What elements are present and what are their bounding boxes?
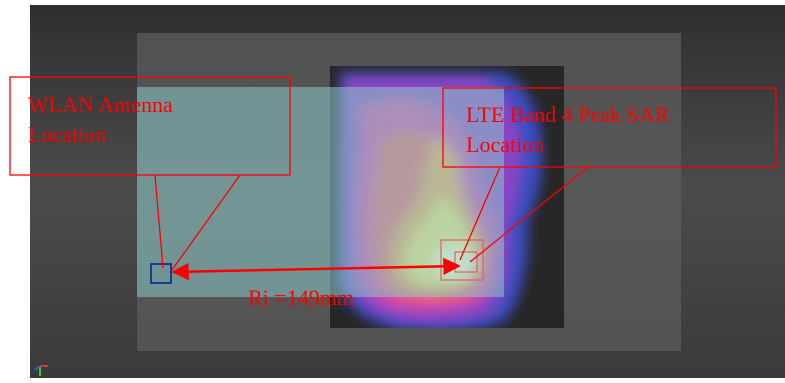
lte-callout-line2: Location — [466, 132, 544, 157]
lte-callout-box — [442, 87, 777, 168]
wlan-callout-line2: Location — [28, 122, 106, 147]
distance-label: Ri =149mm — [248, 285, 354, 310]
wlan-callout-box — [9, 76, 291, 176]
axis-triad-icon — [34, 365, 48, 376]
lte-callout-pointer-right — [469, 166, 589, 263]
wlan-callout-line1: WLAN Antenna — [28, 92, 173, 117]
wlan-callout-pointer-left — [154, 174, 164, 269]
lte-callout-pointer-left — [459, 166, 501, 261]
distance-arrow — [171, 257, 461, 281]
wlan-antenna-marker — [150, 263, 172, 284]
lte-callout-line1: LTE Band 4 Peak SAR — [466, 102, 670, 127]
wlan-callout-pointer-right — [171, 174, 241, 271]
